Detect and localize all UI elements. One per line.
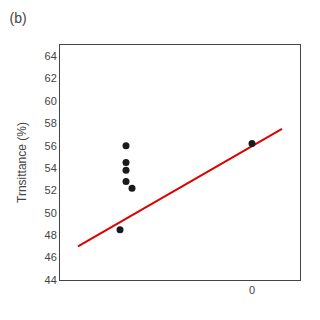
svg-text:62: 62 (45, 72, 57, 84)
svg-text:60: 60 (45, 95, 57, 107)
svg-text:54: 54 (45, 162, 57, 174)
svg-text:(b): (b) (10, 10, 27, 26)
svg-text:48: 48 (45, 229, 57, 241)
svg-text:56: 56 (45, 140, 57, 152)
svg-text:0: 0 (249, 284, 255, 296)
svg-text:46: 46 (45, 251, 57, 263)
svg-text:44: 44 (45, 274, 57, 286)
svg-text:50: 50 (45, 207, 57, 219)
svg-text:52: 52 (45, 184, 57, 196)
svg-text:64: 64 (45, 50, 57, 62)
svg-text:58: 58 (45, 117, 57, 129)
svg-text:Trnsittance (%): Trnsittance (%) (15, 122, 29, 203)
